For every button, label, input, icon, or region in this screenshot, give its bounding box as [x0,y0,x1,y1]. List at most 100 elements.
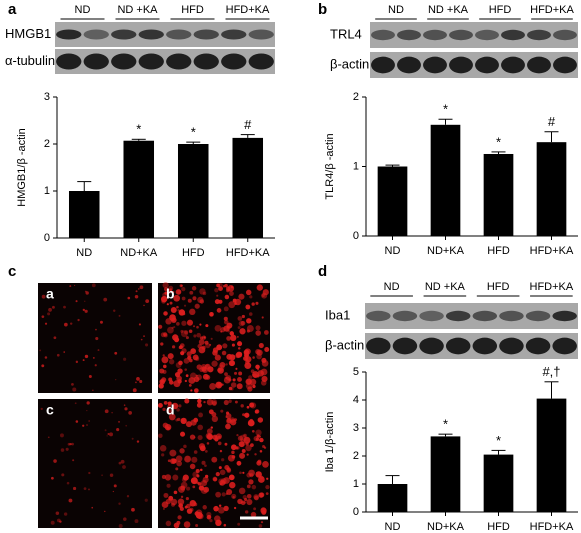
blot-label: HMGB1 [5,26,51,41]
cell [84,309,88,313]
blot-band [552,310,577,322]
cell [101,474,103,477]
cell [262,289,269,296]
cell [229,291,234,296]
cell [195,524,199,528]
cell [59,520,62,523]
bar [430,436,461,512]
cell [65,447,69,451]
cell [189,308,196,316]
cell [193,334,197,338]
cell [197,343,203,349]
cell [195,468,200,474]
cell [168,377,173,382]
bar [536,142,567,236]
cell [95,328,97,331]
cell [258,342,264,349]
cell [198,485,205,491]
cell [266,477,269,480]
cell [209,343,212,346]
cell [201,345,206,350]
cell [256,349,263,356]
cell [71,382,74,386]
cell [118,314,121,317]
cell [240,320,246,326]
cell [72,387,77,392]
cell [139,285,144,290]
annotation: * [443,417,448,432]
cell [163,311,168,316]
cell [255,471,262,478]
cell [219,482,223,486]
cell [171,326,174,329]
blot-band [138,29,164,40]
cell [196,332,202,338]
cell [230,444,237,451]
blot-band [445,337,471,355]
cell [163,492,169,498]
cell [84,300,86,302]
y-tick-label: 1 [353,478,359,490]
cell [226,322,233,329]
cell [237,522,241,526]
cell [115,379,117,381]
cell [223,316,228,321]
x-tick-label: HFD+KA [226,247,270,259]
cell [216,294,219,297]
cell [209,383,217,390]
cell [88,471,91,475]
blot-band [166,29,192,40]
cell [123,517,127,521]
x-tick-label: HFD+KA [530,521,574,533]
cell [94,364,97,367]
blot-band [193,29,219,40]
cell [177,417,181,422]
cell [232,495,235,499]
annotation: * [136,122,141,137]
cell [169,288,173,292]
cell [166,426,170,430]
cell [69,442,72,446]
cell [240,404,244,408]
cell [51,476,54,480]
cell [200,480,208,487]
cell [252,356,255,359]
cell [72,486,77,491]
cell [257,417,264,423]
cell [86,401,90,405]
cell [205,324,209,328]
cell [120,459,125,464]
cell [236,460,242,466]
cell [240,438,243,441]
cell [249,295,253,299]
cell [212,350,218,356]
cell [82,308,85,312]
cell [259,449,263,453]
cell [179,506,184,511]
cell [166,408,173,415]
cell [213,505,219,512]
y-tick-label: 4 [353,394,359,406]
cell [249,418,254,423]
cell [261,360,269,367]
cell [210,337,213,340]
cell [248,479,254,485]
cell [118,461,122,465]
panel-label: a [8,1,17,18]
cell [206,398,214,406]
cell [167,326,174,334]
lane-label: HFD+KA [530,281,574,293]
blot-band [83,53,109,70]
cell [237,326,241,329]
cell [248,469,255,477]
cell [186,508,193,514]
cell [211,360,218,367]
cell [197,424,204,431]
blot-band [56,29,82,40]
cell [190,348,197,355]
cell [180,284,183,287]
cell [205,432,212,440]
cell [254,453,257,456]
cell [224,376,228,379]
